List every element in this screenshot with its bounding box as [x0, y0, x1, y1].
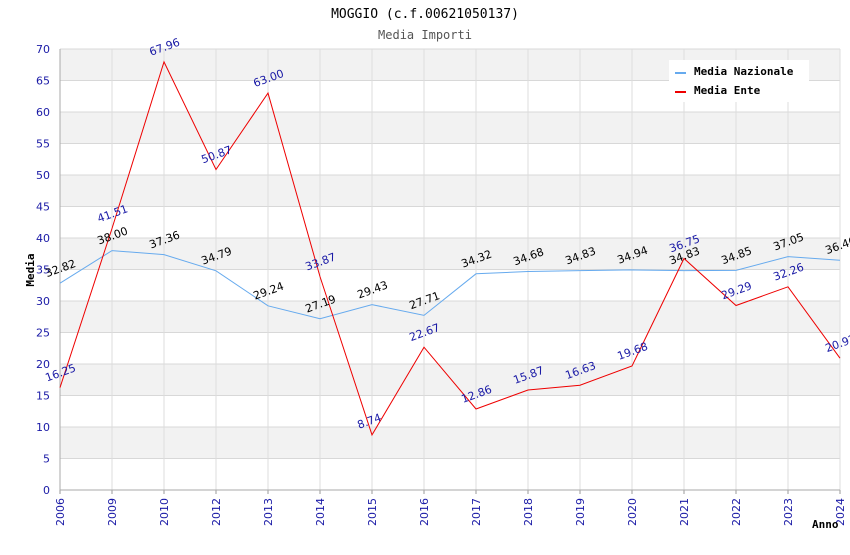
grid-band: [60, 364, 840, 396]
x-tick-label: 2006: [54, 498, 67, 526]
y-tick-label: 40: [36, 232, 50, 245]
gridlines: [59, 48, 841, 491]
grid-band: [60, 112, 840, 144]
y-tick-label: 5: [43, 453, 50, 466]
y-tick-label: 0: [43, 484, 50, 497]
y-axis-label: Media: [24, 253, 37, 286]
y-ticks: 0 5 10 15 20 25 30 35 40 45 50 55 60 65 70: [36, 43, 50, 497]
y-tick-label: 65: [36, 75, 50, 88]
grid-band: [60, 332, 840, 364]
x-tick-label: 2024: [834, 498, 847, 526]
grid-band: [60, 458, 840, 490]
x-tick-label: 2013: [262, 498, 275, 526]
legend-label-ente: Media Ente: [694, 84, 761, 97]
y-tick-label: 15: [36, 390, 50, 403]
x-tick-label: 2020: [626, 498, 639, 526]
x-tick-label: 2012: [210, 498, 223, 526]
y-tick-label: 70: [36, 43, 50, 56]
grid-band: [60, 395, 840, 427]
axes: [59, 49, 841, 494]
series-line-media-nazionale: [59, 250, 841, 320]
x-tick-label: 2017: [470, 498, 483, 526]
grid-band: [60, 238, 840, 270]
y-tick-label: 10: [36, 421, 50, 434]
grid-bands: [60, 49, 840, 490]
x-tick-label: 2009: [106, 498, 119, 526]
x-tick-label: 2023: [782, 498, 795, 526]
x-tick-label: 2010: [158, 498, 171, 526]
x-tick-label: 2015: [366, 498, 379, 526]
x-tick-label: 2019: [574, 498, 587, 526]
x-tick-label: 2018: [522, 498, 535, 526]
grid-band: [60, 206, 840, 238]
y-tick-label: 55: [36, 138, 50, 151]
y-tick-label: 45: [36, 201, 50, 214]
grid-band: [60, 175, 840, 207]
grid-band: [60, 269, 840, 301]
x-tick-label: 2016: [418, 498, 431, 526]
y-tick-label: 60: [36, 106, 50, 119]
legend: Media Nazionale Media Ente: [669, 60, 809, 102]
legend-label-nazionale: Media Nazionale: [694, 65, 794, 78]
grid-band: [60, 301, 840, 333]
y-tick-label: 35: [36, 264, 50, 277]
series-line-media-ente: [59, 60, 841, 437]
x-axis-label: Anno: [812, 518, 839, 531]
y-tick-label: 30: [36, 295, 50, 308]
y-tick-label: 20: [36, 358, 50, 371]
grid-band: [60, 143, 840, 175]
x-tick-label: 2022: [730, 498, 743, 526]
grid-band: [60, 427, 840, 459]
x-tick-label: 2021: [678, 498, 691, 526]
y-tick-label: 50: [36, 169, 50, 182]
y-tick-label: 25: [36, 327, 50, 340]
chart-subtitle: Media Importi: [378, 28, 472, 42]
series-lines: [59, 60, 841, 437]
x-tick-label: 2014: [314, 498, 327, 526]
legend-box: [669, 60, 809, 102]
x-ticks: 2006 2009 2010 2012 2013 2014 2015 2016 2017 2018…: [54, 498, 847, 526]
chart-title: MOGGIO (c.f.00621050137): [331, 7, 519, 22]
